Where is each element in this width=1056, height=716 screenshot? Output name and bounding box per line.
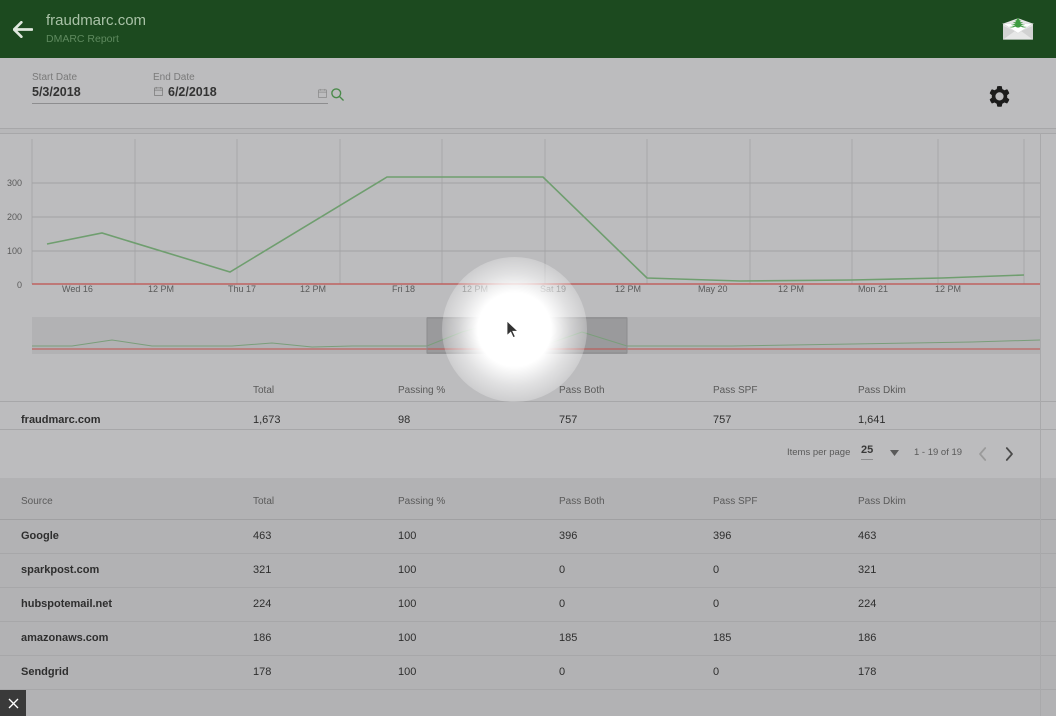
svg-text:300: 300 [7,178,22,188]
svg-text:100: 100 [7,246,22,256]
svg-text:200: 200 [7,212,22,222]
svg-text:0: 0 [17,280,22,290]
